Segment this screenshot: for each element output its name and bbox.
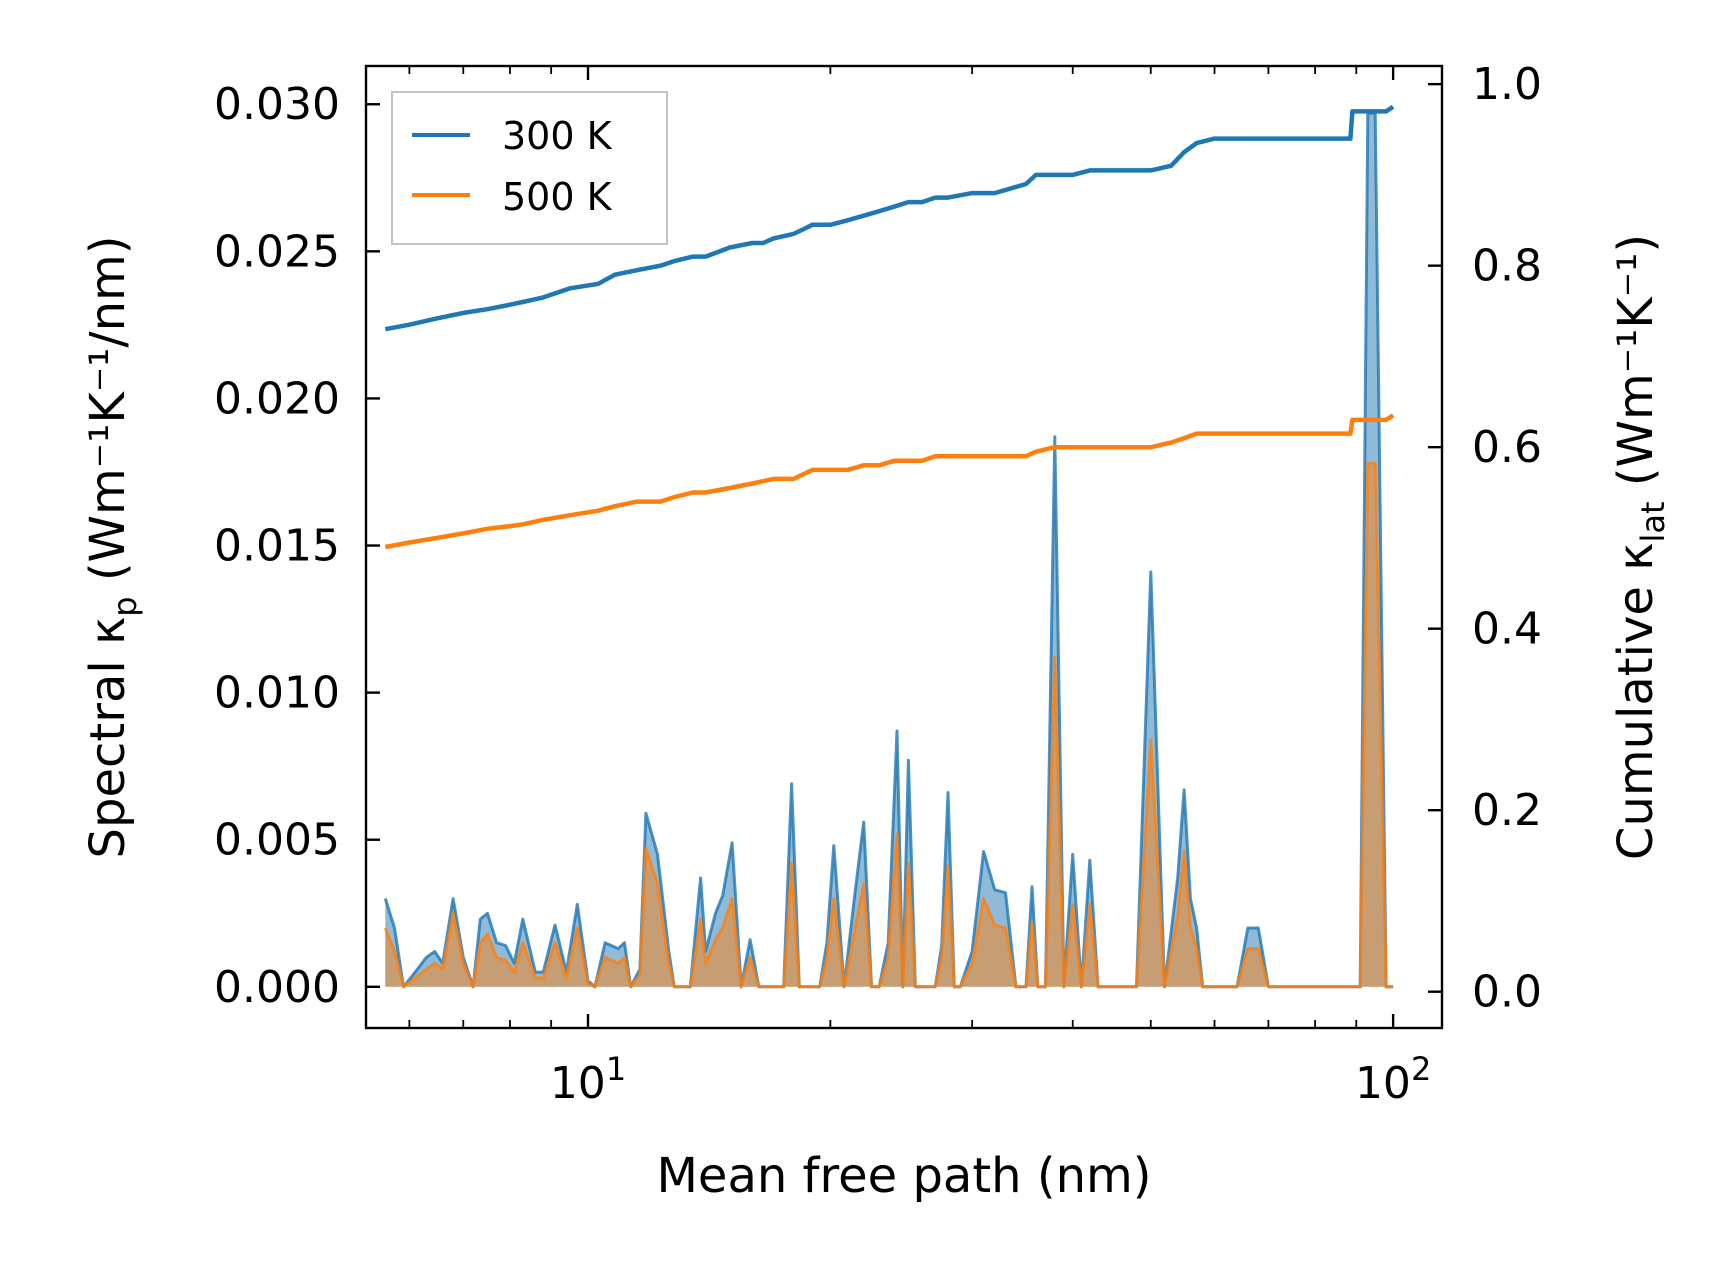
x-tick-label: 102 <box>1355 1050 1431 1109</box>
legend: 300 K 500 K <box>391 91 668 245</box>
y-right-tick-label: 0.0 <box>1472 967 1542 1018</box>
cumulative-line-500k <box>384 413 1395 550</box>
y-axis-title-left: Spectral κp (Wm⁻¹K⁻¹/nm) <box>80 236 144 859</box>
y-left-tick-label: 0.025 <box>214 226 340 277</box>
y-right-tick-label: 0.8 <box>1472 241 1542 292</box>
y-left-tick-label: 0.005 <box>214 815 340 866</box>
x-tick-label: 101 <box>550 1050 626 1109</box>
plot-frame <box>364 64 1444 1030</box>
y-left-tick-label: 0.020 <box>214 373 340 424</box>
y-right-tick-label: 0.4 <box>1472 604 1542 655</box>
spectral-line-500k <box>383 461 1394 989</box>
y-right-tick-label: 0.6 <box>1472 422 1542 473</box>
cumulative-line-300k <box>384 104 1395 332</box>
legend-label-500k: 500 K <box>502 175 613 219</box>
y-left-tick-label: 0.030 <box>214 79 340 130</box>
y-left-tick-label: 0.010 <box>214 668 340 719</box>
y-right-tick-label: 1.0 <box>1472 59 1542 110</box>
y-axis-title-right: Cumulative κlat (Wm⁻¹K⁻¹) <box>1608 234 1672 860</box>
legend-label-300k: 300 K <box>502 114 613 158</box>
x-axis-title: Mean free path (nm) <box>657 1148 1152 1204</box>
y-right-tick-label: 0.2 <box>1472 785 1542 836</box>
y-left-tick-label: 0.000 <box>214 962 340 1013</box>
y-left-tick-label: 0.015 <box>214 521 340 572</box>
